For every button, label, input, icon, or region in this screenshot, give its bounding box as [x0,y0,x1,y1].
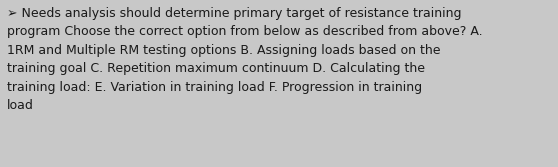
Text: ➢ Needs analysis should determine primary target of resistance training
program : ➢ Needs analysis should determine primar… [7,7,483,112]
